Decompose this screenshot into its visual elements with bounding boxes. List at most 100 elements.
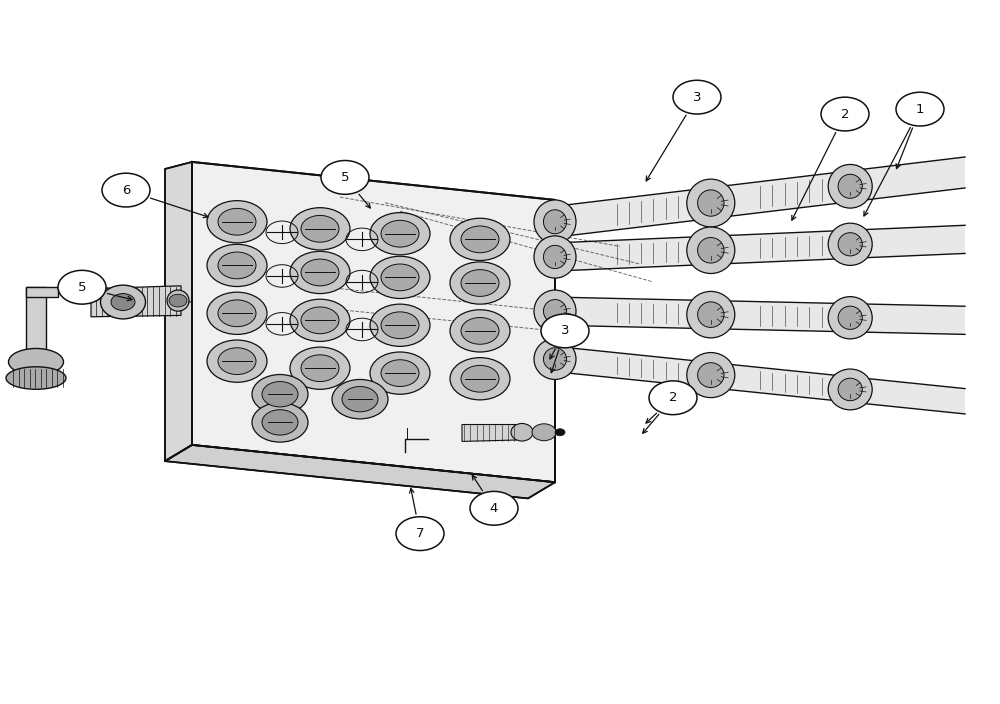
Circle shape [252,403,308,442]
Circle shape [450,358,510,400]
Ellipse shape [828,223,872,265]
Circle shape [461,365,499,392]
Text: 4: 4 [490,502,498,515]
Polygon shape [26,287,58,297]
Circle shape [555,429,565,436]
Ellipse shape [698,237,724,263]
Circle shape [290,347,350,389]
Circle shape [262,382,298,407]
Polygon shape [555,297,965,334]
Circle shape [821,97,869,131]
Circle shape [111,294,135,310]
Circle shape [381,312,419,339]
Circle shape [381,220,419,247]
Circle shape [461,318,499,344]
Circle shape [301,259,339,286]
Circle shape [58,270,106,304]
Polygon shape [165,162,192,461]
Circle shape [450,262,510,304]
Circle shape [381,360,419,386]
Ellipse shape [534,236,576,278]
Circle shape [218,300,256,327]
Ellipse shape [534,339,576,379]
Ellipse shape [687,353,735,398]
Ellipse shape [8,348,64,375]
Circle shape [370,256,430,298]
Polygon shape [555,346,965,414]
Ellipse shape [534,290,576,332]
Ellipse shape [828,165,872,208]
Text: 2: 2 [669,391,677,404]
Ellipse shape [543,245,567,269]
Polygon shape [555,225,965,271]
Circle shape [396,517,444,551]
Circle shape [301,355,339,382]
Circle shape [290,208,350,250]
Polygon shape [26,287,46,371]
Circle shape [321,161,369,194]
Circle shape [218,348,256,375]
Circle shape [649,381,697,415]
Ellipse shape [534,200,576,244]
Circle shape [207,292,267,334]
Ellipse shape [838,306,862,329]
Circle shape [218,208,256,235]
Text: 5: 5 [78,281,86,294]
Circle shape [207,340,267,382]
Circle shape [461,226,499,253]
Circle shape [169,294,187,307]
Ellipse shape [698,190,724,216]
Text: 1: 1 [916,103,924,115]
Polygon shape [462,425,517,441]
Circle shape [102,173,150,207]
Ellipse shape [6,367,66,389]
Circle shape [332,379,388,419]
Ellipse shape [687,179,735,227]
Ellipse shape [838,378,862,401]
Ellipse shape [543,348,567,370]
Polygon shape [192,162,555,482]
Ellipse shape [100,285,146,319]
Text: 3: 3 [561,325,569,337]
Circle shape [532,424,556,441]
Circle shape [262,410,298,435]
Polygon shape [91,286,181,317]
Circle shape [450,218,510,260]
Circle shape [301,215,339,242]
Ellipse shape [698,363,724,387]
Circle shape [673,80,721,114]
Circle shape [252,375,308,414]
Ellipse shape [838,232,862,256]
Circle shape [450,310,510,352]
Circle shape [370,352,430,394]
Polygon shape [165,445,555,498]
Circle shape [171,298,179,303]
Circle shape [301,307,339,334]
Ellipse shape [838,175,862,199]
Circle shape [342,386,378,412]
Circle shape [218,252,256,279]
Ellipse shape [543,299,567,322]
Text: 5: 5 [341,171,349,184]
Text: 2: 2 [841,108,849,120]
Circle shape [370,304,430,346]
Ellipse shape [511,423,533,441]
Ellipse shape [687,291,735,338]
Circle shape [541,314,589,348]
Text: 3: 3 [693,91,701,103]
Text: 6: 6 [122,184,130,196]
Ellipse shape [828,296,872,339]
Ellipse shape [687,227,735,273]
Ellipse shape [698,302,724,327]
Circle shape [290,251,350,294]
Polygon shape [555,157,965,237]
Circle shape [207,244,267,287]
Circle shape [470,491,518,525]
Ellipse shape [543,210,567,234]
Circle shape [370,213,430,255]
Circle shape [896,92,944,126]
Text: 7: 7 [416,527,424,540]
Ellipse shape [828,369,872,410]
Circle shape [461,270,499,296]
Circle shape [207,201,267,243]
